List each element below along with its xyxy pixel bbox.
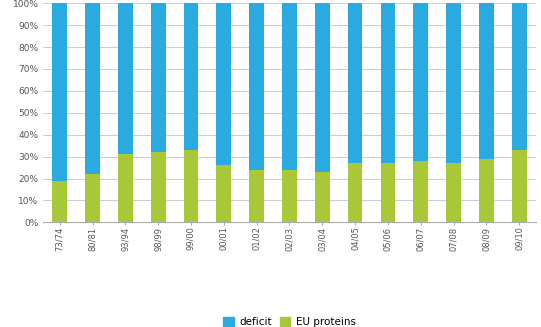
- Legend: deficit, EU proteins: deficit, EU proteins: [219, 313, 360, 327]
- Bar: [512, 150, 526, 222]
- Bar: [183, 150, 199, 222]
- Bar: [85, 3, 100, 174]
- Bar: [446, 3, 461, 163]
- Bar: [315, 172, 329, 222]
- Bar: [85, 174, 100, 222]
- Bar: [249, 170, 264, 222]
- Bar: [151, 152, 166, 222]
- Bar: [183, 3, 199, 150]
- Bar: [118, 154, 133, 222]
- Bar: [413, 161, 428, 222]
- Bar: [479, 159, 494, 222]
- Bar: [512, 3, 526, 150]
- Bar: [380, 163, 395, 222]
- Bar: [52, 181, 67, 222]
- Bar: [479, 3, 494, 159]
- Bar: [249, 3, 264, 170]
- Bar: [348, 3, 362, 163]
- Bar: [151, 3, 166, 152]
- Bar: [282, 170, 297, 222]
- Bar: [413, 3, 428, 161]
- Bar: [216, 165, 231, 222]
- Bar: [282, 3, 297, 170]
- Bar: [446, 163, 461, 222]
- Bar: [348, 163, 362, 222]
- Bar: [315, 3, 329, 172]
- Bar: [216, 3, 231, 165]
- Bar: [118, 3, 133, 154]
- Bar: [52, 3, 67, 181]
- Bar: [380, 3, 395, 163]
